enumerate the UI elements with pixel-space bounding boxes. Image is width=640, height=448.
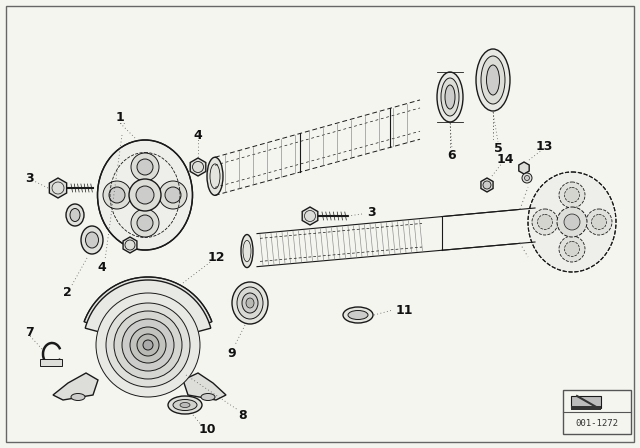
Ellipse shape — [481, 56, 505, 104]
Ellipse shape — [71, 393, 85, 401]
Ellipse shape — [437, 72, 463, 122]
Circle shape — [96, 293, 200, 397]
Ellipse shape — [173, 400, 197, 410]
Ellipse shape — [538, 215, 552, 229]
Circle shape — [557, 207, 587, 237]
Ellipse shape — [591, 215, 607, 229]
Ellipse shape — [159, 181, 187, 209]
Polygon shape — [302, 207, 318, 225]
Ellipse shape — [180, 402, 190, 408]
Text: 001-1272: 001-1272 — [575, 418, 618, 427]
Ellipse shape — [81, 226, 103, 254]
Polygon shape — [571, 396, 601, 408]
Ellipse shape — [343, 307, 373, 323]
Ellipse shape — [137, 215, 153, 231]
Ellipse shape — [168, 396, 202, 414]
Circle shape — [122, 319, 174, 371]
Ellipse shape — [559, 182, 585, 208]
Ellipse shape — [241, 235, 253, 267]
Ellipse shape — [103, 181, 131, 209]
Ellipse shape — [532, 209, 558, 235]
Wedge shape — [85, 280, 211, 344]
Circle shape — [129, 179, 161, 211]
Circle shape — [525, 176, 529, 181]
Polygon shape — [190, 158, 206, 176]
Ellipse shape — [131, 153, 159, 181]
Text: 13: 13 — [535, 139, 553, 152]
Ellipse shape — [559, 236, 585, 262]
Text: 12: 12 — [207, 250, 225, 263]
Circle shape — [136, 186, 154, 204]
Circle shape — [522, 173, 532, 183]
Ellipse shape — [232, 282, 268, 324]
Polygon shape — [53, 373, 98, 400]
Ellipse shape — [242, 293, 258, 313]
Text: 7: 7 — [26, 326, 35, 339]
Ellipse shape — [86, 232, 99, 248]
Ellipse shape — [476, 49, 510, 111]
Text: 3: 3 — [368, 206, 376, 219]
Ellipse shape — [109, 187, 125, 203]
Ellipse shape — [564, 241, 579, 257]
Circle shape — [483, 181, 491, 189]
Ellipse shape — [586, 209, 612, 235]
Circle shape — [114, 311, 182, 379]
Ellipse shape — [70, 208, 80, 221]
Text: 4: 4 — [194, 129, 202, 142]
Ellipse shape — [564, 188, 579, 202]
Ellipse shape — [445, 85, 455, 109]
Polygon shape — [519, 162, 529, 174]
Polygon shape — [481, 178, 493, 192]
Ellipse shape — [201, 393, 215, 401]
Ellipse shape — [486, 65, 499, 95]
Text: 1: 1 — [116, 111, 124, 124]
Text: 11: 11 — [396, 303, 413, 316]
Circle shape — [143, 340, 153, 350]
Circle shape — [106, 303, 190, 387]
Polygon shape — [123, 237, 137, 253]
Circle shape — [564, 214, 580, 230]
Ellipse shape — [528, 172, 616, 272]
Circle shape — [130, 327, 166, 363]
Ellipse shape — [97, 140, 193, 250]
Text: 5: 5 — [493, 142, 502, 155]
Ellipse shape — [165, 187, 181, 203]
Wedge shape — [84, 277, 212, 327]
Bar — [563, 390, 631, 434]
Text: 4: 4 — [98, 260, 106, 273]
Ellipse shape — [66, 204, 84, 226]
Circle shape — [137, 334, 159, 356]
Text: 3: 3 — [26, 172, 35, 185]
Ellipse shape — [441, 78, 459, 116]
Text: 10: 10 — [198, 422, 216, 435]
Polygon shape — [183, 373, 226, 400]
Text: 9: 9 — [228, 346, 236, 359]
Ellipse shape — [237, 287, 263, 319]
Text: 8: 8 — [239, 409, 247, 422]
Ellipse shape — [131, 209, 159, 237]
Bar — [40, 359, 62, 366]
Bar — [571, 406, 601, 410]
Ellipse shape — [246, 298, 254, 308]
Text: 14: 14 — [496, 152, 514, 165]
Ellipse shape — [137, 159, 153, 175]
Ellipse shape — [348, 310, 368, 319]
Ellipse shape — [207, 157, 223, 195]
Text: 2: 2 — [63, 285, 72, 298]
Polygon shape — [49, 178, 67, 198]
Text: 6: 6 — [448, 148, 456, 161]
